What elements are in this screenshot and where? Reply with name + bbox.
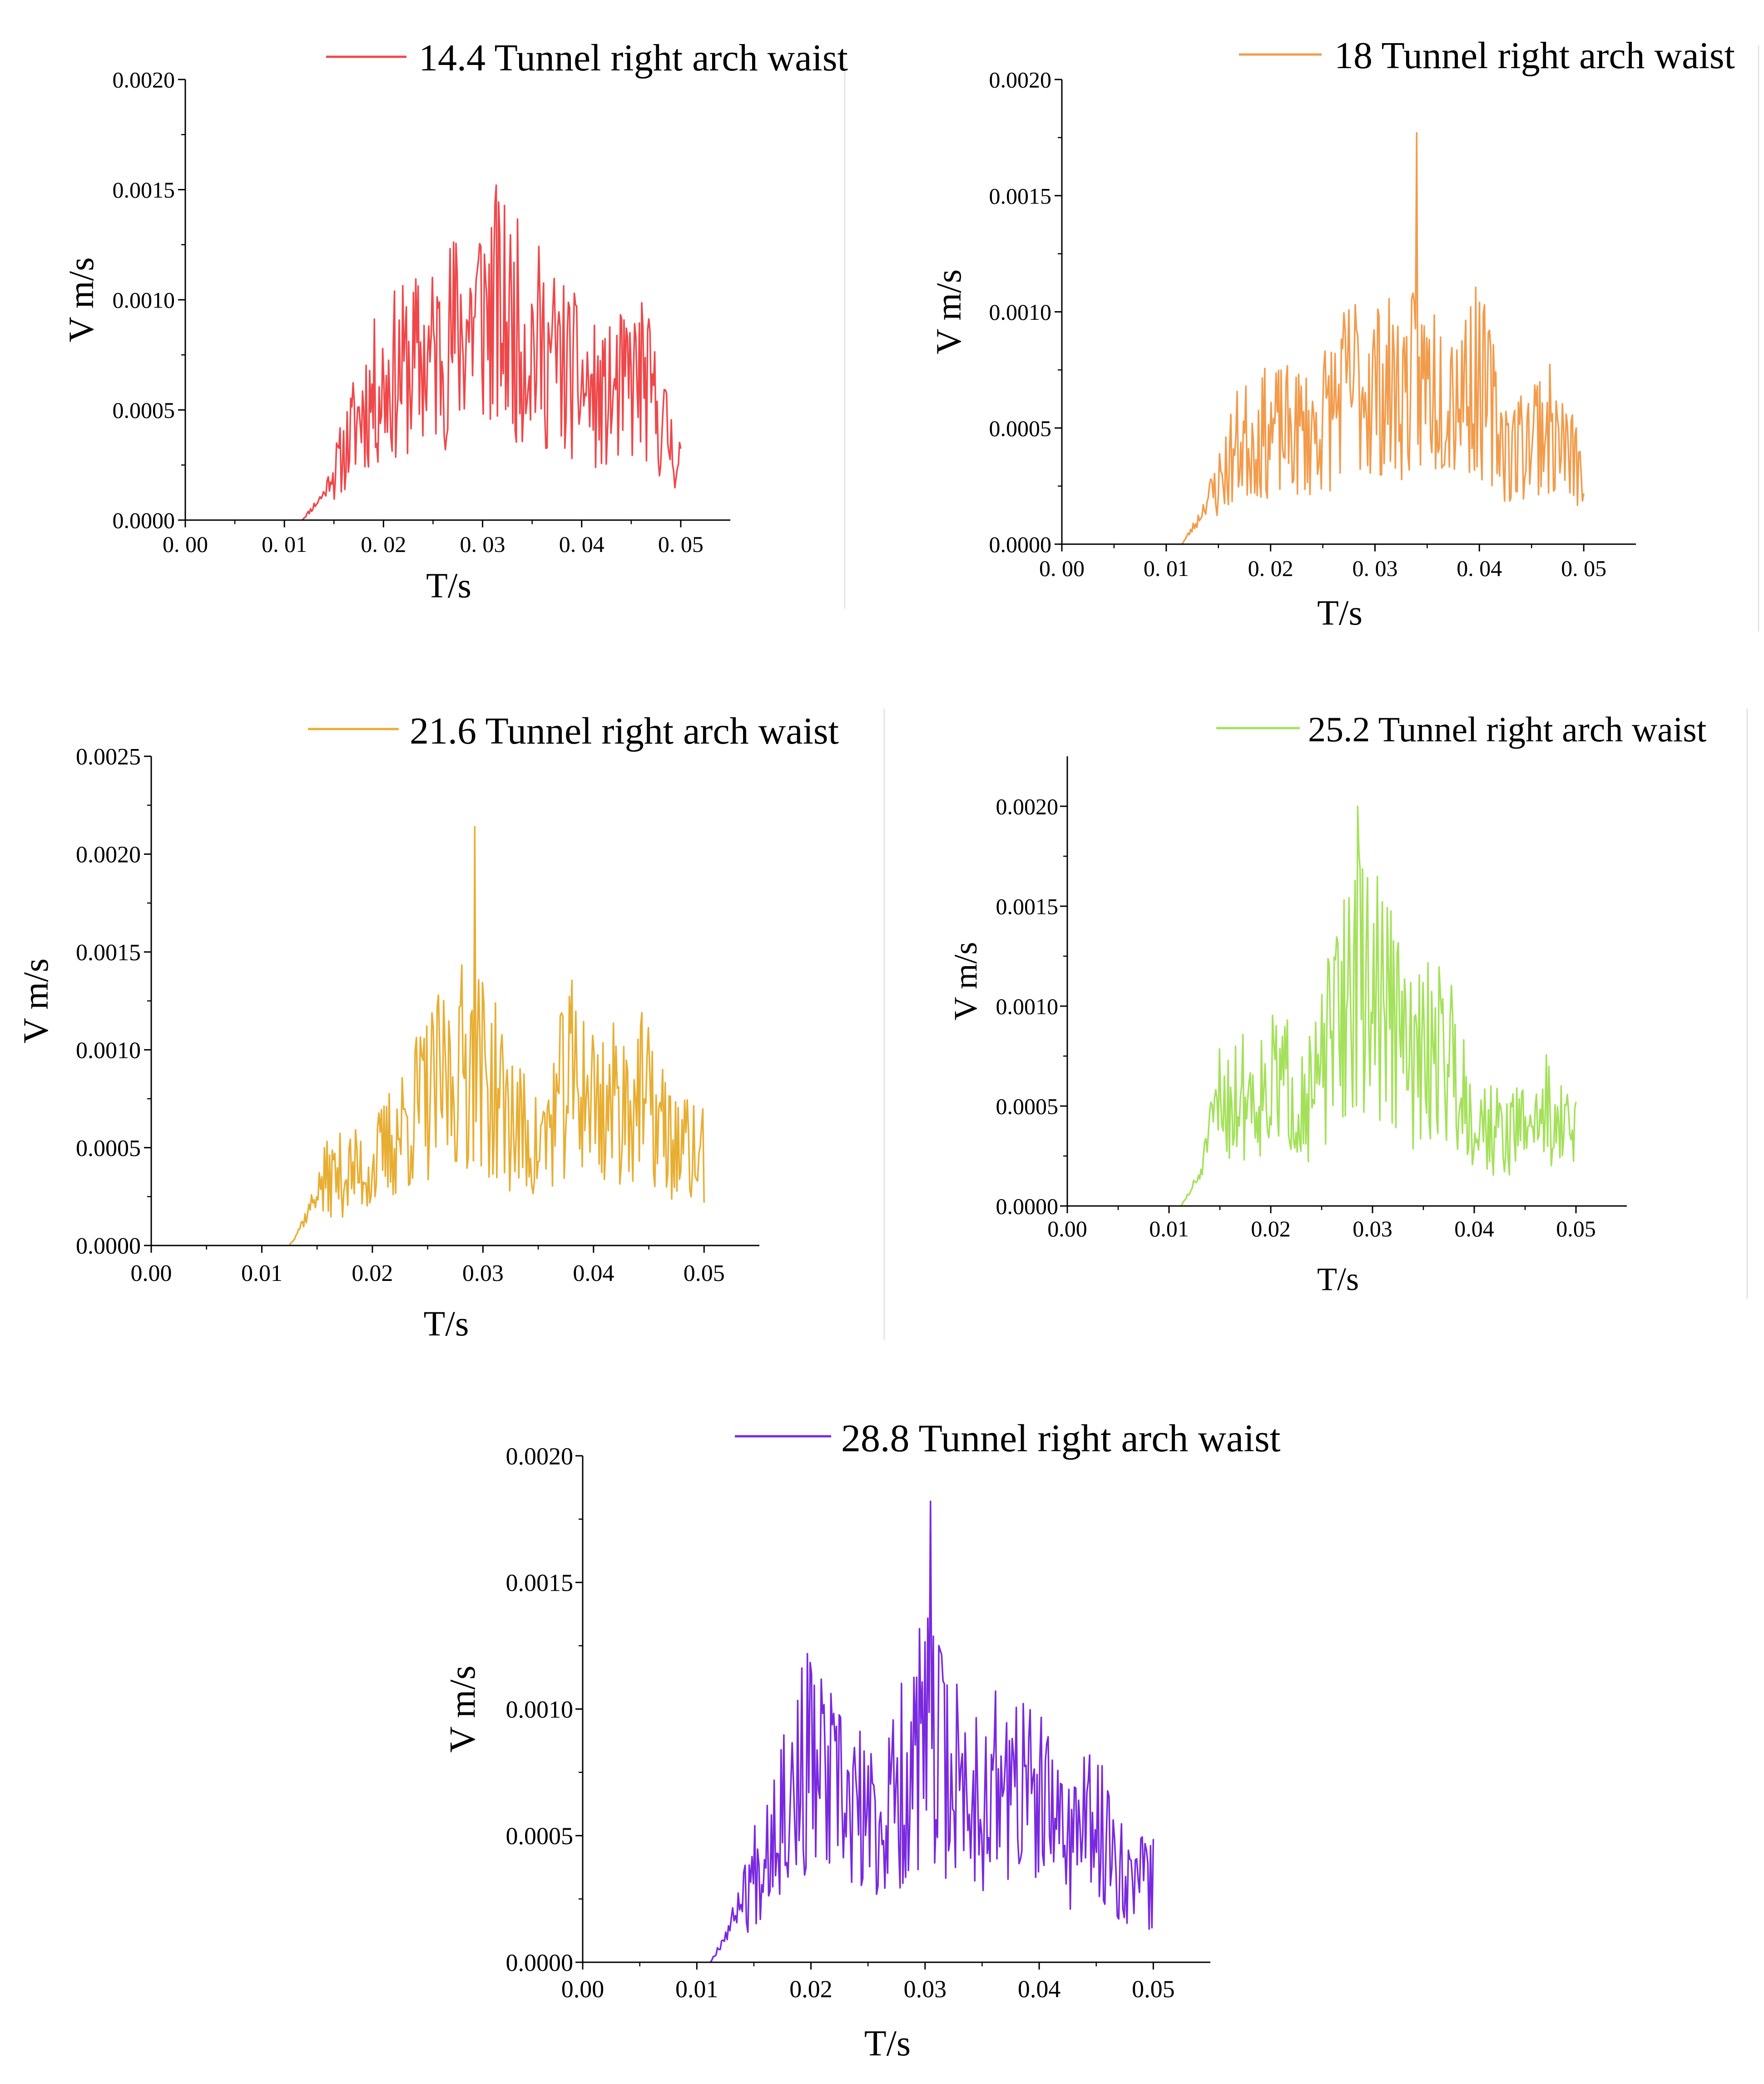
y-tick-label: 0.0025 xyxy=(76,744,141,770)
x-tick-label: 0. 01 xyxy=(262,531,307,557)
x-axis-label: T/s xyxy=(1317,593,1363,632)
y-tick-label: 0.0010 xyxy=(113,288,175,313)
panel-21-6: 0.00 0.01 0.02 0.03 0.04 0.05 0.0000 0.0005 0.00… xyxy=(16,710,839,1343)
x-tick-label: 0. 02 xyxy=(361,531,406,557)
x-tick-label: 0.02 xyxy=(1251,1216,1291,1241)
x-tick-label: 0. 00 xyxy=(163,531,208,557)
x-tick-label: 0.04 xyxy=(573,1260,614,1286)
x-tick-label: 0. 04 xyxy=(1457,556,1502,581)
x-tick-label: 0.01 xyxy=(675,1975,718,2003)
y-tick-label: 0.0010 xyxy=(76,1037,141,1063)
x-tick-label: 0.01 xyxy=(241,1260,282,1286)
x-tick-label: 0. 00 xyxy=(1039,556,1085,581)
y-tick-label: 0.0000 xyxy=(996,1194,1059,1219)
x-tick-label: 0.04 xyxy=(1454,1216,1494,1241)
x-tick-label: 0.05 xyxy=(684,1260,725,1286)
y-tick-label: 0.0010 xyxy=(996,994,1059,1019)
y-tick-label: 0.0000 xyxy=(506,1949,574,1976)
y-tick-label: 0.0010 xyxy=(506,1696,574,1723)
x-axis-label: T/s xyxy=(864,2024,911,2064)
legend-label: 25.2 Tunnel right arch waist xyxy=(1308,710,1707,749)
legend-label: 28.8 Tunnel right arch waist xyxy=(841,1416,1281,1460)
x-tick-label: 0.03 xyxy=(462,1260,504,1286)
y-tick-label: 0.0000 xyxy=(989,532,1052,557)
y-tick-label: 0.0010 xyxy=(989,299,1052,325)
x-tick-label: 0. 03 xyxy=(1352,556,1397,581)
panel-14-4: 0. 00 0. 01 0. 02 0. 03 0. 04 0. 05 0.0000 0.00… xyxy=(61,37,848,605)
y-axis-label: V m/s xyxy=(947,942,984,1021)
y-tick-label: 0.0015 xyxy=(76,940,141,966)
x-tick-label: 0. 01 xyxy=(1144,556,1189,581)
x-axis-label: T/s xyxy=(426,566,471,605)
x-axis-label: T/s xyxy=(424,1304,469,1343)
x-tick-label: 0.00 xyxy=(1047,1216,1087,1241)
legend-label: 18 Tunnel right arch waist xyxy=(1334,35,1735,77)
x-axis-label: T/s xyxy=(1317,1261,1359,1297)
panel-18: 0. 00 0. 01 0. 02 0. 03 0. 04 0. 05 0.0000 0.00… xyxy=(929,35,1735,632)
series-line xyxy=(1180,805,1577,1206)
x-tick-label: 0. 05 xyxy=(658,531,704,557)
y-tick-label: 0.0015 xyxy=(113,177,175,203)
y-tick-label: 0.0000 xyxy=(76,1233,141,1259)
panel-28-8: 0.00 0.01 0.02 0.03 0.04 0.05 0.0000 0.0005 0.00… xyxy=(443,1416,1281,2064)
x-tick-label: 0.02 xyxy=(789,1975,832,2003)
x-tick-label: 0.03 xyxy=(904,1975,947,2003)
y-tick-label: 0.0015 xyxy=(989,183,1052,208)
x-tick-label: 0. 05 xyxy=(1561,556,1606,581)
y-tick-label: 0.0020 xyxy=(989,67,1052,93)
y-tick-label: 0.0015 xyxy=(996,894,1059,919)
y-tick-label: 0.0005 xyxy=(76,1136,141,1161)
y-tick-label: 0.0020 xyxy=(76,842,141,868)
y-axis-label: V m/s xyxy=(16,958,55,1043)
x-tick-label: 0.05 xyxy=(1556,1216,1596,1241)
y-tick-label: 0.0015 xyxy=(506,1569,574,1597)
y-tick-label: 0.0000 xyxy=(113,508,175,533)
y-tick-label: 0.0005 xyxy=(506,1822,574,1850)
y-tick-label: 0.0020 xyxy=(113,67,175,93)
x-tick-label: 0. 03 xyxy=(460,531,505,557)
x-tick-label: 0.00 xyxy=(561,1975,605,2003)
legend-label: 14.4 Tunnel right arch waist xyxy=(419,37,848,79)
y-axis-label: V m/s xyxy=(929,269,968,354)
x-tick-label: 0.04 xyxy=(1018,1975,1061,2003)
x-tick-label: 0.01 xyxy=(1149,1216,1189,1241)
x-tick-label: 0.00 xyxy=(131,1260,172,1286)
series-line xyxy=(288,826,705,1246)
x-tick-label: 0.03 xyxy=(1353,1216,1392,1241)
y-axis-label: V m/s xyxy=(61,257,101,342)
y-tick-label: 0.0020 xyxy=(996,794,1059,819)
series-line xyxy=(1181,132,1585,545)
x-tick-label: 0. 02 xyxy=(1248,556,1293,581)
legend-label: 21.6 Tunnel right arch waist xyxy=(410,710,839,752)
y-tick-label: 0.0005 xyxy=(113,397,175,423)
x-tick-label: 0.05 xyxy=(1132,1975,1175,2003)
series-line xyxy=(302,184,682,521)
x-tick-label: 0.02 xyxy=(352,1260,393,1286)
panel-25-2: 0.00 0.01 0.02 0.03 0.04 0.05 0.0000 0.0005 0.00… xyxy=(947,710,1707,1297)
y-axis-label: V m/s xyxy=(443,1666,483,1753)
y-tick-label: 0.0020 xyxy=(506,1443,574,1470)
y-tick-label: 0.0005 xyxy=(989,416,1052,441)
series-line xyxy=(709,1500,1155,1963)
x-tick-label: 0. 04 xyxy=(559,531,605,557)
y-tick-label: 0.0005 xyxy=(996,1094,1059,1119)
